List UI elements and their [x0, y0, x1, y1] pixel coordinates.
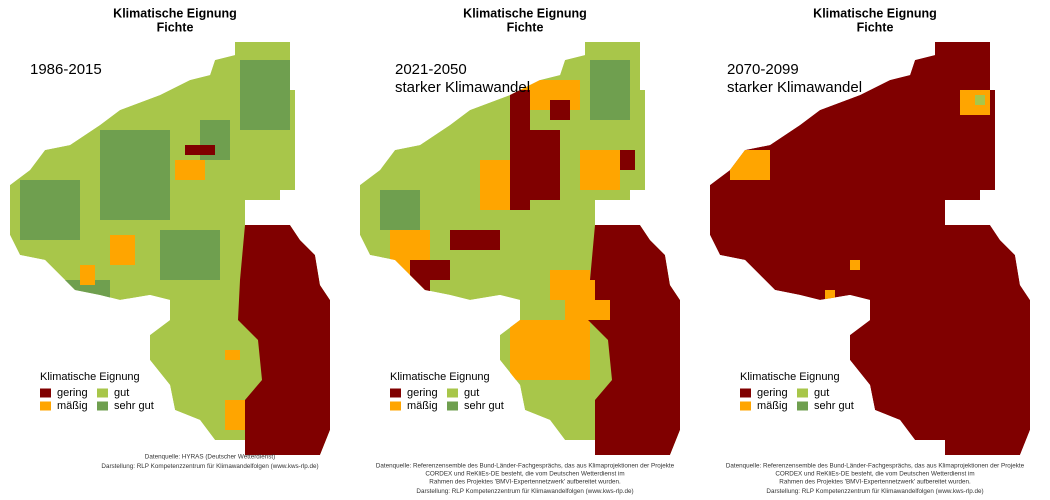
legend-label: sehr gut	[814, 400, 854, 412]
period-label: starker Klimawandel	[727, 79, 862, 96]
legend-label: gut	[464, 387, 479, 399]
panel-subtitle: Fichte	[157, 20, 194, 34]
panel-title: Klimatische Eignung	[113, 6, 237, 20]
legend-swatch	[40, 401, 51, 411]
legend-title: Klimatische Eignung	[40, 371, 140, 383]
panel: Klimatische EignungFichte2070-2099starke…	[710, 6, 1030, 495]
legend-label: mäßig	[757, 400, 788, 412]
source-note: Rahmen des Projektes 'BMVI-Expertennetzw…	[429, 479, 621, 486]
panel: Klimatische EignungFichte2021-2050starke…	[360, 6, 680, 495]
legend-swatch	[97, 401, 108, 411]
legend-label: sehr gut	[114, 400, 154, 412]
period-label: 2021-2050	[395, 61, 467, 78]
legend-swatch	[797, 388, 808, 398]
legend-label: gering	[757, 387, 788, 399]
source-note: Darstellung: RLP Kompetenzzentrum für Kl…	[101, 463, 318, 470]
source-note: Darstellung: RLP Kompetenzzentrum für Kl…	[766, 488, 983, 495]
panel-subtitle: Fichte	[857, 20, 894, 34]
legend-swatch	[740, 388, 751, 398]
legend-title: Klimatische Eignung	[740, 371, 840, 383]
legend-label: gering	[57, 387, 88, 399]
legend-swatch	[390, 388, 401, 398]
source-note: CORDEX und ReKliEs-DE besteht, die vom D…	[425, 471, 624, 478]
legend-label: gut	[814, 387, 829, 399]
legend-swatch	[97, 388, 108, 398]
source-note: Datenquelle: HYRAS (Deutscher Wetterdien…	[145, 454, 275, 461]
source-note: Darstellung: RLP Kompetenzzentrum für Kl…	[416, 488, 633, 495]
legend-label: mäßig	[57, 400, 88, 412]
period-label: 2070-2099	[727, 61, 799, 78]
legend-swatch	[797, 401, 808, 411]
period-label: starker Klimawandel	[395, 79, 530, 96]
map	[10, 42, 330, 455]
legend-label: sehr gut	[464, 400, 504, 412]
legend-title: Klimatische Eignung	[390, 371, 490, 383]
legend-swatch	[40, 388, 51, 398]
source-note: CORDEX und ReKliEs-DE besteht, die vom D…	[775, 471, 974, 478]
panel-subtitle: Fichte	[507, 20, 544, 34]
legend-swatch	[447, 401, 458, 411]
source-note: Datenquelle: Referenzensemble des Bund-L…	[376, 463, 675, 470]
legend-swatch	[740, 401, 751, 411]
panel-title: Klimatische Eignung	[463, 6, 587, 20]
legend-label: mäßig	[407, 400, 438, 412]
legend-label: gut	[114, 387, 129, 399]
period-label: 1986-2015	[30, 61, 102, 78]
legend-swatch	[390, 401, 401, 411]
source-note: Rahmen des Projektes 'BMVI-Expertennetzw…	[779, 479, 971, 486]
panel-title: Klimatische Eignung	[813, 6, 937, 20]
map	[360, 42, 680, 455]
panel: Klimatische EignungFichte1986-2015Klimat…	[10, 6, 330, 470]
legend-swatch	[447, 388, 458, 398]
legend-label: gering	[407, 387, 438, 399]
source-note: Datenquelle: Referenzensemble des Bund-L…	[726, 463, 1025, 470]
